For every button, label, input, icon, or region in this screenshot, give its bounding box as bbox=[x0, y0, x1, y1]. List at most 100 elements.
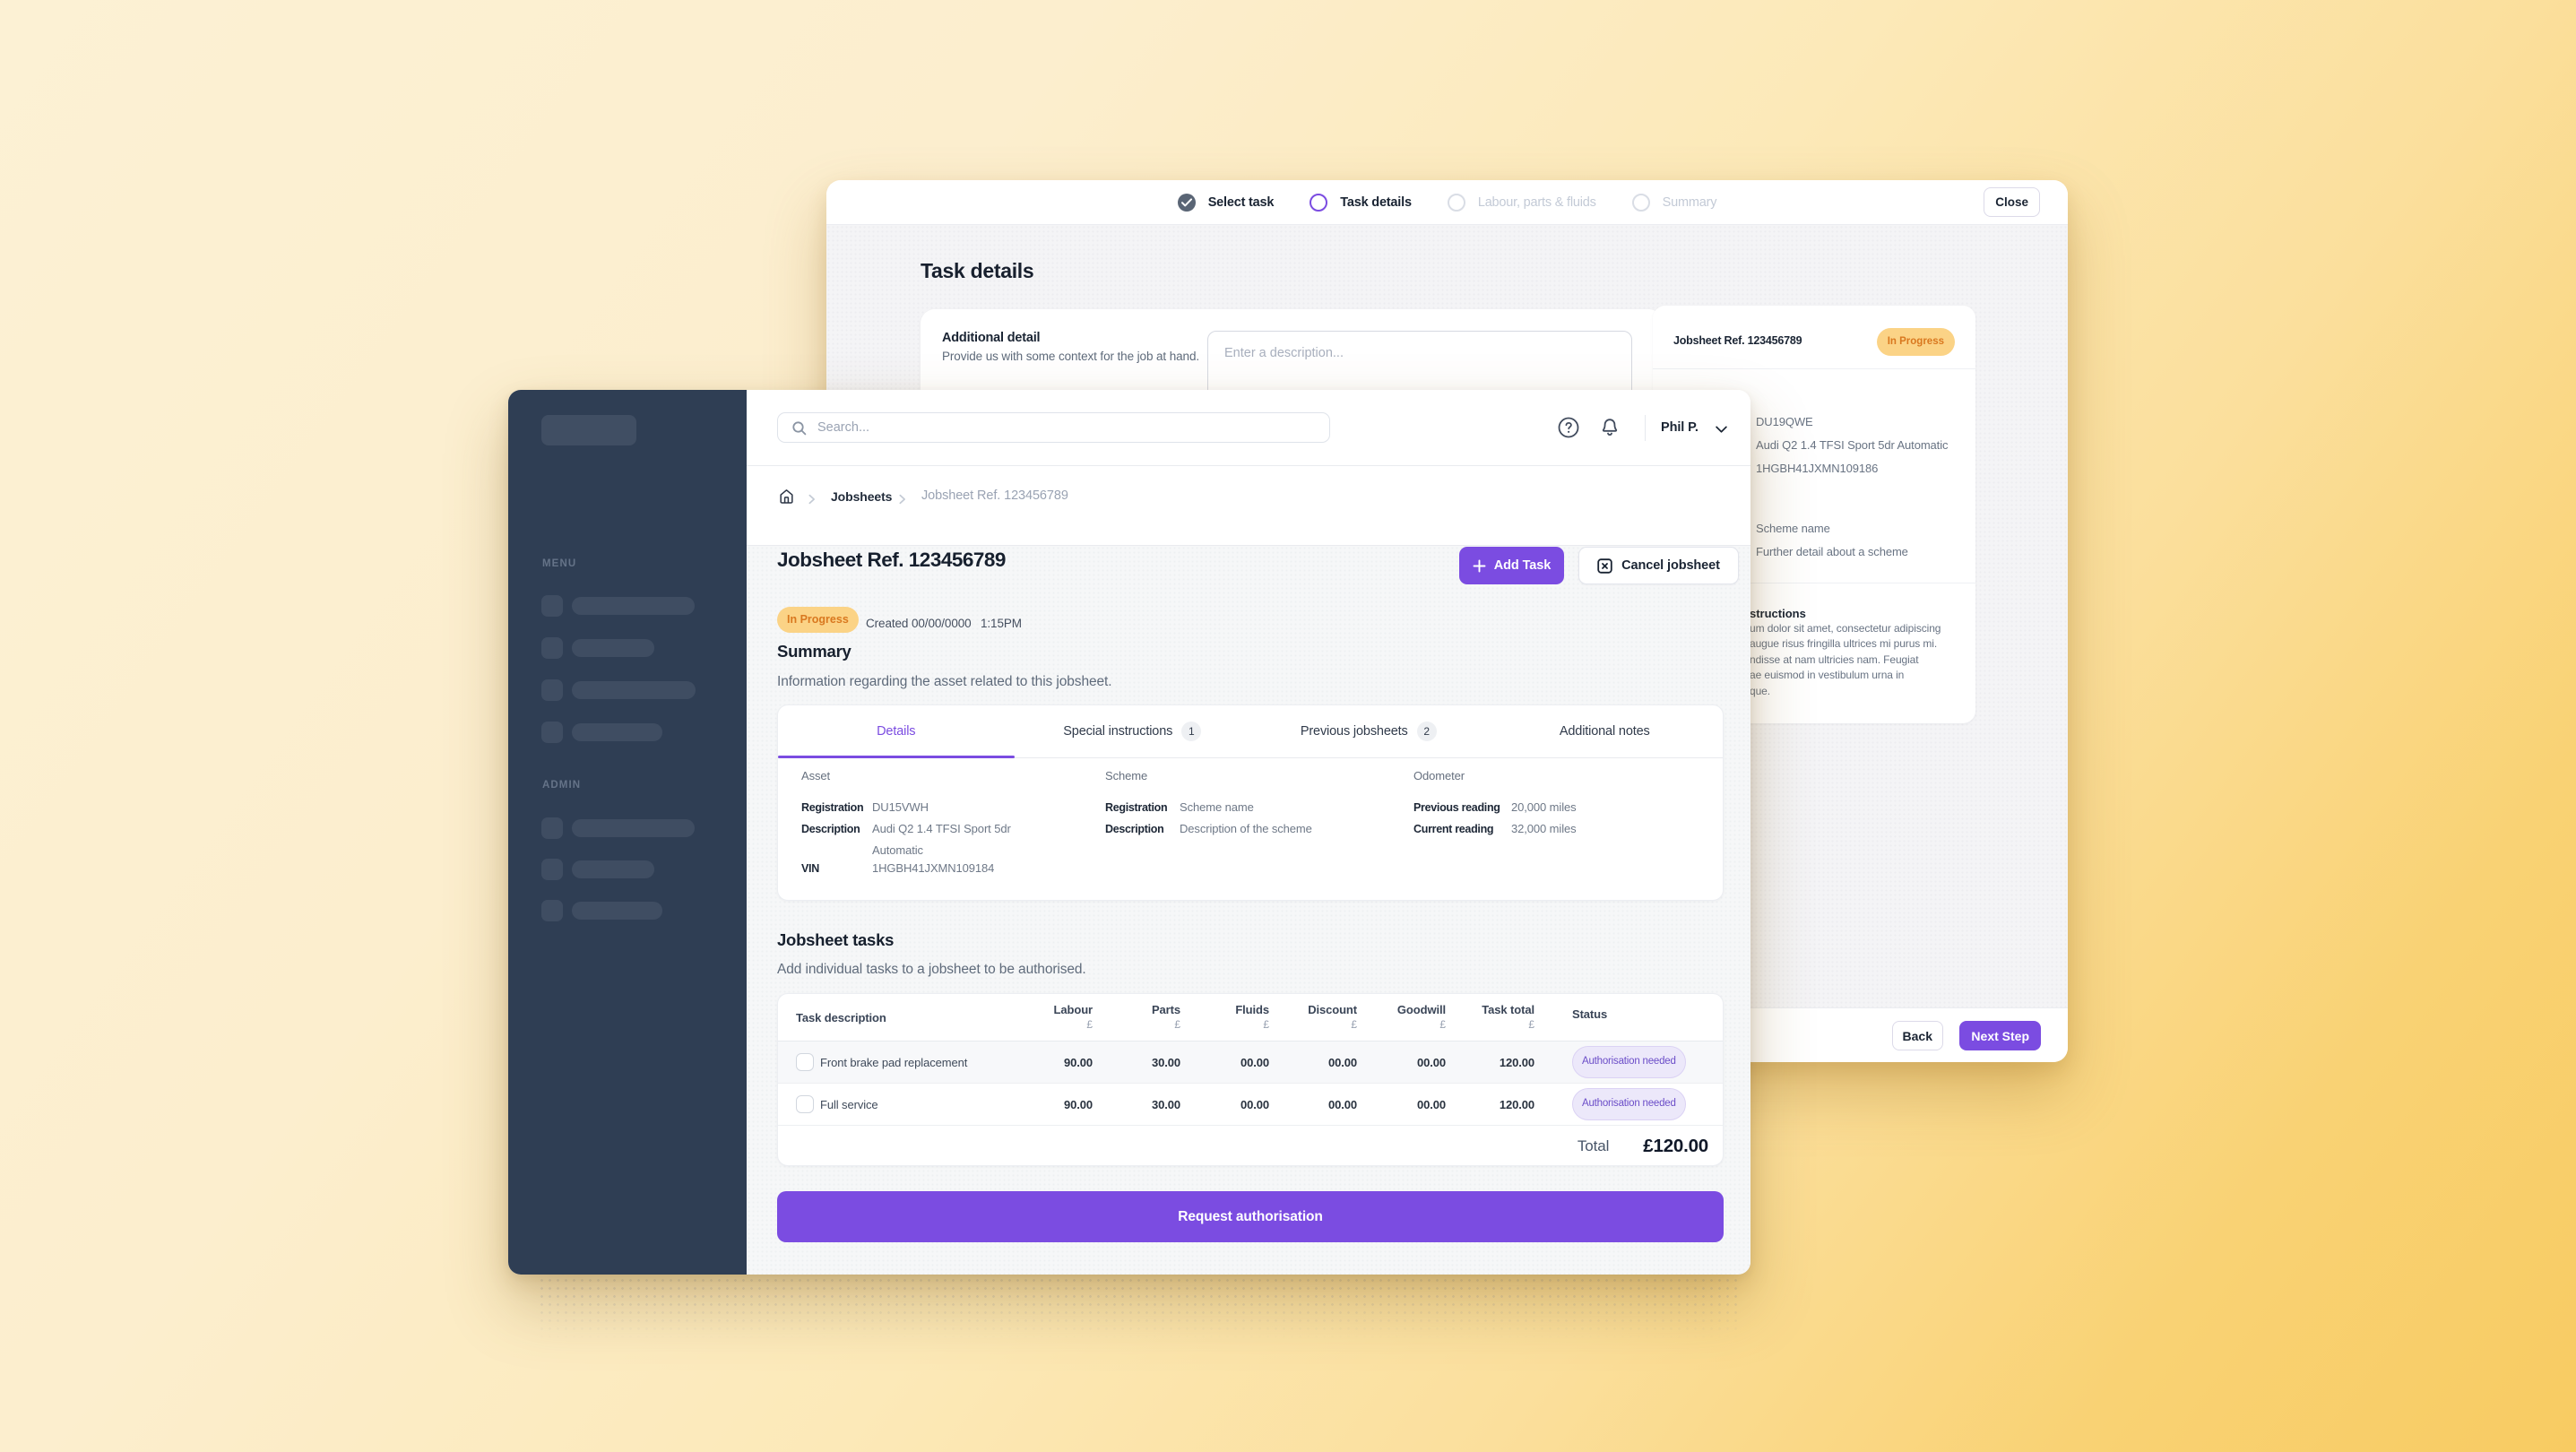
sidebar-item-icon-placeholder bbox=[541, 722, 563, 743]
column-title: Fluids bbox=[1235, 1003, 1269, 1016]
tab-label: Special instructions bbox=[1063, 724, 1173, 739]
step-upcoming-radio-icon bbox=[1631, 194, 1650, 212]
column-title: Discount bbox=[1308, 1003, 1357, 1016]
breadcrumb-chevron-icon bbox=[898, 493, 906, 510]
notifications-bell-icon[interactable] bbox=[1596, 414, 1623, 441]
wizard-stepper: Select task Task details Labour, parts &… bbox=[826, 180, 2068, 225]
tab-label: Details bbox=[877, 724, 916, 739]
currency-symbol: £ bbox=[1263, 1018, 1269, 1031]
table-row: Full service 90.00 30.00 00.00 00.00 00.… bbox=[778, 1084, 1723, 1126]
user-name[interactable]: Phil P. bbox=[1661, 420, 1699, 435]
step-task-details[interactable]: Task details bbox=[1310, 194, 1412, 212]
column-task-total: Task total £ bbox=[1446, 1003, 1534, 1032]
created-time: 1:15PM bbox=[981, 617, 1022, 630]
sidebar-item-icon-placeholder bbox=[541, 679, 563, 701]
sidebar-item-icon-placeholder bbox=[541, 637, 563, 659]
sidebar-item-label-placeholder bbox=[572, 723, 662, 741]
tab-additional-notes[interactable]: Additional notes bbox=[1487, 705, 1724, 757]
instructions-line: que. bbox=[1750, 684, 1770, 697]
column-goodwill: Goodwill £ bbox=[1357, 1003, 1446, 1032]
asset-heading: Asset bbox=[801, 769, 831, 782]
sidebar-section-menu: MENU bbox=[542, 558, 577, 569]
tab-count-badge: 1 bbox=[1181, 722, 1202, 741]
main-area: Phil P. Jobsheets Jobsheet Ref. 12345678… bbox=[747, 390, 1750, 1275]
halftone-dots-bottom-left bbox=[538, 1276, 1739, 1339]
step-select-task[interactable]: Select task bbox=[1177, 194, 1275, 212]
cancel-jobsheet-button[interactable]: Cancel jobsheet bbox=[1578, 547, 1739, 584]
add-task-button[interactable]: Add Task bbox=[1459, 547, 1564, 584]
home-icon[interactable] bbox=[778, 488, 795, 509]
tab-previous-jobsheets[interactable]: Previous jobsheets 2 bbox=[1250, 705, 1487, 757]
breadcrumb: Jobsheets Jobsheet Ref. 123456789 bbox=[747, 466, 1750, 546]
request-authorisation-button[interactable]: Request authorisation bbox=[777, 1191, 1724, 1242]
currency-symbol: £ bbox=[1351, 1018, 1357, 1031]
currency-symbol: £ bbox=[1086, 1018, 1093, 1031]
logo-placeholder bbox=[541, 415, 636, 445]
total-label: Total bbox=[1577, 1137, 1610, 1154]
add-task-label: Add Task bbox=[1493, 558, 1552, 573]
tab-count-badge: 2 bbox=[1416, 722, 1437, 741]
column-status: Status bbox=[1572, 1007, 1608, 1021]
topbar: Phil P. bbox=[747, 390, 1750, 466]
next-step-button[interactable]: Next Step bbox=[1959, 1021, 2041, 1050]
step-active-radio-icon bbox=[1310, 194, 1328, 212]
tasks-description: Add individual tasks to a jobsheet to be… bbox=[777, 962, 1086, 977]
jobsheet-ref-title: Jobsheet Ref. 123456789 bbox=[1673, 333, 1802, 347]
summary-tabs: Details Special instructions 1 Previous j… bbox=[778, 705, 1723, 758]
help-icon[interactable] bbox=[1555, 414, 1582, 441]
column-title: Labour bbox=[1053, 1003, 1094, 1016]
plus-icon bbox=[1473, 559, 1486, 572]
tab-special-instructions[interactable]: Special instructions 1 bbox=[1015, 705, 1251, 757]
wizard-header: Select task Task details Labour, parts &… bbox=[826, 180, 2068, 225]
column-labour: Labour £ bbox=[1013, 1003, 1094, 1032]
authorisation-needed-badge: Authorisation needed bbox=[1572, 1046, 1686, 1078]
status-badge: In Progress bbox=[1876, 327, 1955, 357]
currency-symbol: £ bbox=[1174, 1018, 1180, 1031]
search-input[interactable] bbox=[817, 413, 1319, 442]
page-title: Jobsheet Ref. 123456789 bbox=[777, 549, 1006, 571]
tab-label: Additional notes bbox=[1559, 724, 1650, 739]
row-checkbox[interactable] bbox=[796, 1053, 814, 1071]
column-fluids: Fluids £ bbox=[1180, 1003, 1269, 1032]
step-label: Select task bbox=[1207, 195, 1275, 210]
user-menu-chevron-down-icon[interactable] bbox=[1715, 422, 1728, 438]
scheme-detail-value: Further detail about a scheme bbox=[1756, 545, 1908, 558]
breadcrumb-current: Jobsheet Ref. 123456789 bbox=[921, 488, 1068, 503]
instructions-line: ndisse at nam ultricies nam. Feugiat bbox=[1750, 653, 1919, 666]
status-badge: In Progress bbox=[777, 607, 859, 633]
close-button[interactable]: Close bbox=[1984, 187, 2040, 217]
back-button[interactable]: Back bbox=[1891, 1021, 1943, 1050]
sidebar-item-label-placeholder bbox=[572, 819, 695, 837]
step-summary[interactable]: Summary bbox=[1631, 194, 1716, 212]
sidebar-section-admin: ADMIN bbox=[542, 780, 582, 791]
step-labour-parts-fluids[interactable]: Labour, parts & fluids bbox=[1447, 194, 1596, 212]
row-checkbox[interactable] bbox=[796, 1095, 814, 1113]
instructions-heading: structions bbox=[1750, 607, 1806, 620]
page-content: Jobsheet Ref. 123456789 In Progress Crea… bbox=[747, 546, 1750, 1275]
topbar-divider bbox=[1645, 415, 1646, 441]
currency-symbol: £ bbox=[1439, 1018, 1446, 1031]
jobsheet-summary-card-header: Jobsheet Ref. 123456789 In Progress bbox=[1653, 306, 1975, 369]
instructions-line: um dolor sit amet, consectetur adipiscin… bbox=[1750, 622, 1941, 635]
sidebar-item-label-placeholder bbox=[572, 860, 654, 878]
sidebar-item-icon-placeholder bbox=[541, 859, 563, 880]
summary-heading: Summary bbox=[777, 642, 851, 661]
step-upcoming-radio-icon bbox=[1447, 194, 1465, 212]
cancel-jobsheet-label: Cancel jobsheet bbox=[1621, 558, 1720, 573]
authorisation-needed-badge: Authorisation needed bbox=[1572, 1088, 1686, 1120]
column-discount: Discount £ bbox=[1269, 1003, 1357, 1032]
check-icon bbox=[1180, 198, 1192, 207]
table-row: Front brake pad replacement 90.00 30.00 … bbox=[778, 1041, 1723, 1084]
breadcrumb-jobsheets[interactable]: Jobsheets bbox=[831, 489, 893, 504]
sidebar-item-label-placeholder bbox=[572, 902, 662, 920]
scheme-heading: Scheme bbox=[1105, 769, 1148, 782]
breadcrumb-chevron-icon bbox=[808, 493, 816, 510]
sidebar: MENU ADMIN bbox=[508, 390, 747, 1275]
instructions-line: ae euismod in vestibulum urna in bbox=[1750, 669, 1905, 682]
search-icon bbox=[791, 420, 808, 441]
scheme-name-value: Scheme name bbox=[1756, 522, 1830, 535]
tab-details[interactable]: Details bbox=[778, 705, 1015, 758]
table-header: Task description Labour £ Parts £ Fluids £ … bbox=[778, 994, 1723, 1041]
step-complete-check-icon bbox=[1177, 194, 1196, 212]
sidebar-item-icon-placeholder bbox=[541, 595, 563, 617]
